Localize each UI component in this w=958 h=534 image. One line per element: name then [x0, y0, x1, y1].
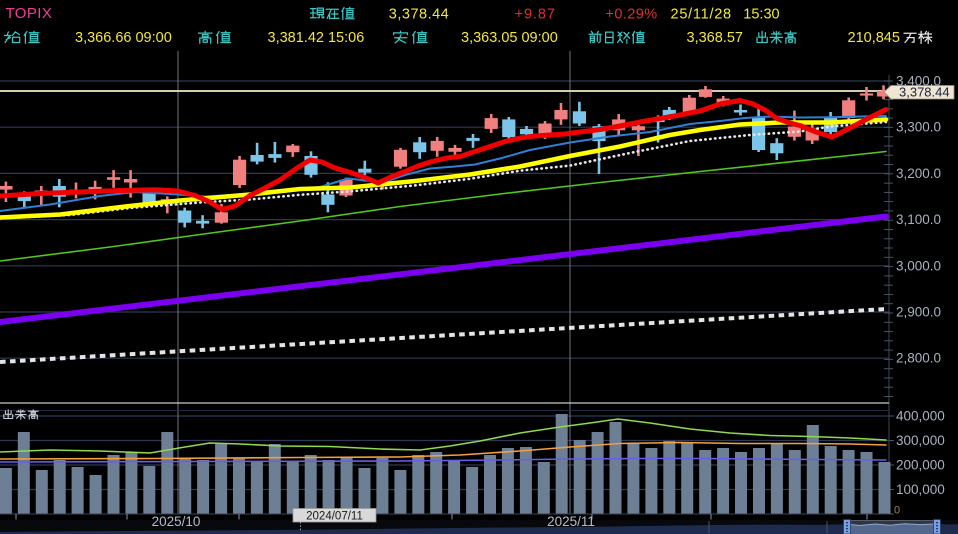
svg-text:400,000: 400,000 — [896, 409, 945, 424]
svg-text:15:30: 15:30 — [743, 7, 779, 23]
svg-text:3,300.0: 3,300.0 — [896, 120, 941, 135]
svg-text:300,000: 300,000 — [896, 433, 945, 448]
svg-text:3,378.44: 3,378.44 — [899, 84, 950, 99]
svg-text:TOPIX: TOPIX — [6, 5, 53, 22]
svg-text:210,845: 210,845 — [848, 30, 900, 46]
svg-text:+0.29%: +0.29% — [606, 7, 658, 23]
svg-text:3,378.44: 3,378.44 — [389, 7, 449, 23]
svg-text:+9.87: +9.87 — [515, 7, 556, 23]
svg-text:2,900.0: 2,900.0 — [896, 305, 941, 320]
svg-text:2024/07/11: 2024/07/11 — [306, 510, 363, 522]
svg-text:2,800.0: 2,800.0 — [896, 351, 941, 366]
svg-text:3,400.0: 3,400.0 — [896, 74, 941, 89]
svg-text:3,363.05 09:00: 3,363.05 09:00 — [461, 30, 558, 46]
svg-text:3,381.42 15:06: 3,381.42 15:06 — [268, 30, 365, 46]
svg-text:3,100.0: 3,100.0 — [896, 212, 941, 227]
svg-text:3,000.0: 3,000.0 — [896, 258, 941, 273]
svg-text:200,000: 200,000 — [896, 458, 945, 473]
svg-text:3,200.0: 3,200.0 — [896, 166, 941, 181]
svg-text:3,368.57: 3,368.57 — [687, 30, 743, 46]
svg-text:2025/10: 2025/10 — [152, 514, 201, 529]
svg-text:25/11/28: 25/11/28 — [671, 7, 732, 23]
svg-text:0: 0 — [894, 505, 900, 517]
svg-text:100,000: 100,000 — [896, 482, 945, 497]
svg-text:2025/11: 2025/11 — [547, 514, 595, 529]
svg-text:3,366.66 09:00: 3,366.66 09:00 — [75, 30, 172, 46]
